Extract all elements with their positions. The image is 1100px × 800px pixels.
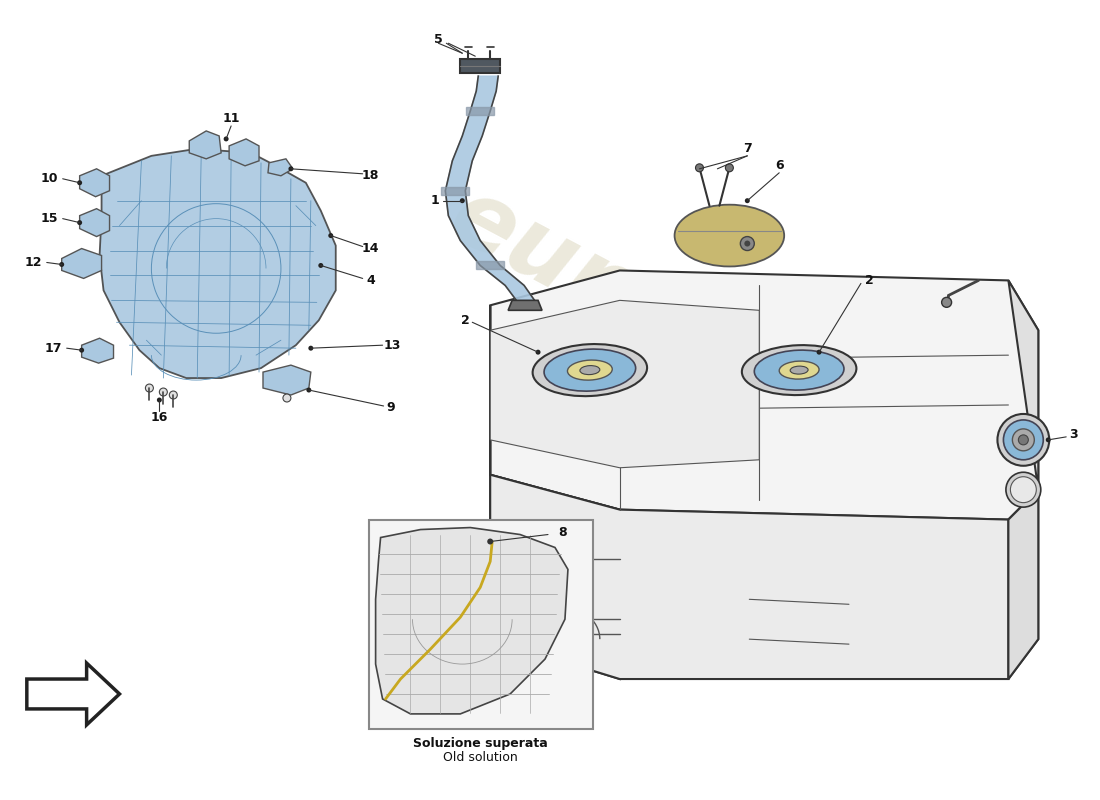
Polygon shape xyxy=(100,149,336,378)
Ellipse shape xyxy=(544,349,636,391)
Ellipse shape xyxy=(568,360,613,380)
Circle shape xyxy=(77,180,82,186)
FancyBboxPatch shape xyxy=(368,519,593,729)
Circle shape xyxy=(487,538,493,545)
Text: 14: 14 xyxy=(362,242,380,255)
Polygon shape xyxy=(375,527,568,714)
Text: 1: 1 xyxy=(431,194,440,207)
Text: 7: 7 xyxy=(742,142,751,155)
Text: 2: 2 xyxy=(461,314,470,326)
Circle shape xyxy=(725,164,734,172)
Circle shape xyxy=(745,241,750,246)
Text: 16: 16 xyxy=(151,411,168,425)
Text: 9: 9 xyxy=(386,402,395,414)
Text: 12: 12 xyxy=(25,256,43,269)
Polygon shape xyxy=(508,300,542,310)
Text: Soluzione superata: Soluzione superata xyxy=(412,737,548,750)
Circle shape xyxy=(59,262,64,267)
Circle shape xyxy=(816,350,822,354)
Circle shape xyxy=(740,237,755,250)
Text: eurospares: eurospares xyxy=(434,170,1004,531)
Ellipse shape xyxy=(1003,420,1043,460)
Text: 17: 17 xyxy=(45,342,63,354)
Polygon shape xyxy=(263,365,311,395)
Ellipse shape xyxy=(741,345,857,395)
Polygon shape xyxy=(491,474,1009,679)
Circle shape xyxy=(328,233,333,238)
Polygon shape xyxy=(466,107,494,115)
Ellipse shape xyxy=(779,361,820,379)
Circle shape xyxy=(695,164,704,172)
Polygon shape xyxy=(229,139,258,166)
Circle shape xyxy=(283,394,290,402)
Polygon shape xyxy=(1009,281,1038,679)
Ellipse shape xyxy=(1019,435,1028,445)
Polygon shape xyxy=(79,169,110,197)
Circle shape xyxy=(157,398,162,402)
Text: 2: 2 xyxy=(865,274,873,287)
Text: Old solution: Old solution xyxy=(443,750,518,764)
Text: 10: 10 xyxy=(41,172,58,186)
Polygon shape xyxy=(446,76,538,306)
Circle shape xyxy=(288,166,294,171)
Polygon shape xyxy=(460,59,500,73)
Text: a premier for parts
         since 1985: a premier for parts since 1985 xyxy=(543,325,855,535)
Circle shape xyxy=(318,263,323,268)
Text: 8: 8 xyxy=(558,526,566,539)
Polygon shape xyxy=(62,249,101,278)
Circle shape xyxy=(306,387,311,393)
Polygon shape xyxy=(476,262,504,270)
Text: 15: 15 xyxy=(41,212,58,225)
Polygon shape xyxy=(491,300,759,468)
Circle shape xyxy=(79,348,84,353)
Polygon shape xyxy=(491,306,619,679)
Text: 6: 6 xyxy=(774,159,783,172)
Circle shape xyxy=(942,298,952,307)
Circle shape xyxy=(1046,438,1050,442)
Polygon shape xyxy=(81,338,113,363)
Polygon shape xyxy=(268,159,293,176)
Text: 18: 18 xyxy=(362,170,380,182)
Polygon shape xyxy=(26,663,120,725)
Ellipse shape xyxy=(674,205,784,266)
Circle shape xyxy=(169,391,177,399)
Circle shape xyxy=(460,198,465,203)
Text: 4: 4 xyxy=(366,274,375,287)
Polygon shape xyxy=(1009,490,1038,679)
Ellipse shape xyxy=(580,366,600,374)
Polygon shape xyxy=(79,209,110,237)
Circle shape xyxy=(223,137,229,142)
Ellipse shape xyxy=(998,414,1049,466)
Ellipse shape xyxy=(1005,472,1041,507)
Text: 13: 13 xyxy=(384,338,402,352)
Circle shape xyxy=(745,198,750,203)
Polygon shape xyxy=(491,270,1038,519)
Text: 11: 11 xyxy=(222,113,240,126)
Circle shape xyxy=(536,350,540,354)
Circle shape xyxy=(77,220,82,225)
Circle shape xyxy=(160,388,167,396)
Text: 3: 3 xyxy=(1069,428,1078,442)
Polygon shape xyxy=(441,186,470,194)
Circle shape xyxy=(145,384,153,392)
Ellipse shape xyxy=(755,350,844,390)
Polygon shape xyxy=(189,131,221,159)
Ellipse shape xyxy=(532,344,647,396)
Ellipse shape xyxy=(790,366,808,374)
Text: 5: 5 xyxy=(434,33,443,46)
Ellipse shape xyxy=(1011,477,1036,502)
Circle shape xyxy=(308,346,314,350)
Ellipse shape xyxy=(1012,429,1034,451)
